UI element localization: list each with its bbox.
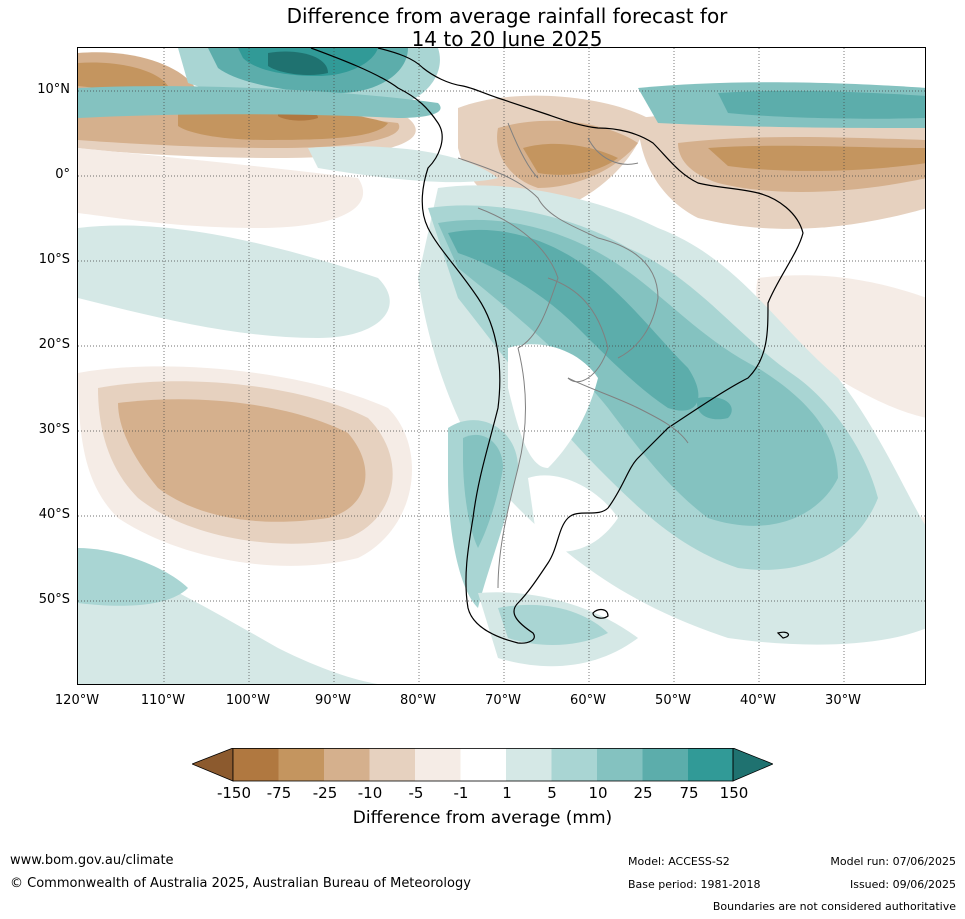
colorbar-segment xyxy=(642,748,688,781)
lat-label-30s: 30°S xyxy=(38,422,70,437)
copyright-text: © Commonwealth of Australia 2025, Austra… xyxy=(10,876,471,891)
colorbar-tick: 150 xyxy=(719,784,749,802)
colorbar xyxy=(192,748,773,782)
colorbar-segment xyxy=(233,748,279,781)
colorbar-tick: 75 xyxy=(679,784,699,802)
lon-label-70w: 70°W xyxy=(485,693,521,708)
lon-label-120w: 120°W xyxy=(54,693,100,708)
lon-label-50w: 50°W xyxy=(655,693,691,708)
lon-label-60w: 60°W xyxy=(570,693,606,708)
country-borders xyxy=(457,122,689,589)
colorbar-extend-high xyxy=(732,748,773,782)
lat-label-20s: 20°S xyxy=(38,337,70,352)
colorbar-tick: -10 xyxy=(357,784,383,802)
colorbar-segment xyxy=(460,748,506,781)
colorbar-tick: 10 xyxy=(588,784,608,802)
colorbar-tick: 25 xyxy=(633,784,653,802)
colorbar-segment xyxy=(415,748,461,781)
lat-label-10n: 10°N xyxy=(37,82,70,97)
lon-label-30w: 30°W xyxy=(825,693,861,708)
lat-label-10s: 10°S xyxy=(38,252,70,267)
lat-label-50s: 50°S xyxy=(38,592,70,607)
colorbar-segment xyxy=(369,748,415,781)
map-title-line2: 14 to 20 June 2025 xyxy=(411,27,603,51)
near-average-regions xyxy=(508,344,618,552)
lon-label-80w: 80°W xyxy=(400,693,436,708)
wet-anomaly-regions xyxy=(78,48,925,684)
website-link[interactable]: www.bom.gov.au/climate xyxy=(10,853,174,868)
colorbar-tick: -75 xyxy=(266,784,292,802)
map-title-line1: Difference from average rainfall forecas… xyxy=(286,4,728,28)
lat-label-0: 0° xyxy=(55,167,70,182)
colorbar-tick: -150 xyxy=(216,784,252,802)
colorbar-tick: 1 xyxy=(502,784,512,802)
model-run-text: Model run: 07/06/2025 xyxy=(830,855,956,868)
colorbar-segment xyxy=(551,748,597,781)
colorbar-segment xyxy=(506,748,552,781)
model-text: Model: ACCESS-S2 xyxy=(628,855,730,868)
colorbar-tick: -25 xyxy=(312,784,338,802)
colorbar-segment xyxy=(324,748,370,781)
colorbar-segment xyxy=(688,748,733,781)
lon-label-90w: 90°W xyxy=(315,693,351,708)
colorbar-label: Difference from average (mm) xyxy=(352,808,613,828)
issued-text: Issued: 09/06/2025 xyxy=(849,878,956,891)
colorbar-tick: 5 xyxy=(547,784,557,802)
colorbar-tick: -1 xyxy=(453,784,469,802)
coastline xyxy=(310,48,804,644)
colorbar-segment xyxy=(278,748,324,781)
lon-label-110w: 110°W xyxy=(140,693,186,708)
disclaimer-text: Boundaries are not considered authoritat… xyxy=(712,900,956,913)
graticule xyxy=(78,48,925,684)
colorbar-tick: -5 xyxy=(408,784,424,802)
lon-label-100w: 100°W xyxy=(225,693,271,708)
lat-label-40s: 40°S xyxy=(38,507,70,522)
colorbar-extend-low xyxy=(192,748,234,782)
colorbar-segment xyxy=(597,748,643,781)
base-period-text: Base period: 1981-2018 xyxy=(628,878,761,891)
rainfall-map xyxy=(77,47,926,685)
lon-label-40w: 40°W xyxy=(740,693,776,708)
